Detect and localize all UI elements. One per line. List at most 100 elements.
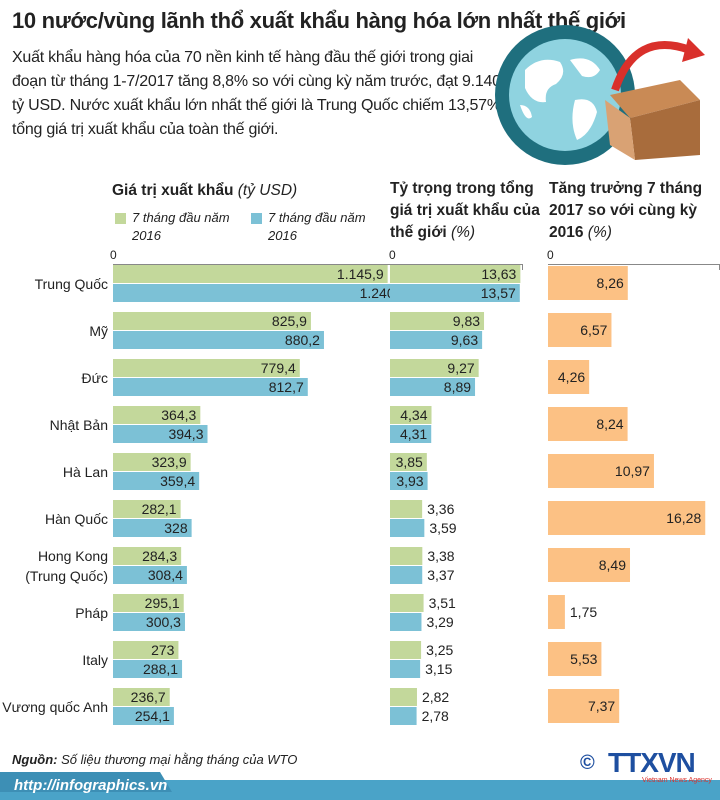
bar (113, 613, 185, 631)
bar-value-label: 308,4 (148, 567, 183, 583)
intro-text: Xuất khẩu hàng hóa của 70 nền kinh tế hà… (12, 49, 501, 138)
bar (390, 359, 479, 377)
website-link[interactable]: http://infographics.vn (14, 777, 168, 794)
bar-value-label: 8,89 (444, 379, 471, 395)
category-label: Hong Kong (38, 548, 108, 564)
bar-value-label: 282,1 (142, 501, 177, 517)
bar-value-label: 236,7 (131, 689, 166, 705)
bar (113, 519, 192, 537)
bar (390, 331, 483, 349)
bar (113, 425, 208, 443)
bar (390, 707, 417, 725)
legend-swatch-green (115, 213, 126, 224)
bar-value-label: 328 (164, 520, 188, 536)
share-axis-zero: 0 (389, 248, 396, 262)
bar (390, 425, 432, 443)
bar-value-label: 4,34 (400, 407, 427, 423)
bar-value-label: 254,1 (135, 708, 170, 724)
category-label: (Trung Quốc) (25, 568, 108, 584)
bar-value-label: 8,49 (599, 557, 626, 573)
bar (390, 284, 520, 302)
bar-value-label: 880,2 (285, 332, 320, 348)
category-label: Trung Quốc (35, 276, 108, 292)
bar-value-label: 779,4 (261, 360, 296, 376)
bar (390, 378, 476, 396)
bar (390, 406, 432, 424)
bar (390, 519, 425, 537)
copyright-icon: © (580, 752, 595, 774)
category-label: Hà Lan (63, 464, 108, 480)
bar-value-label: 3,51 (429, 595, 456, 611)
bar-value-label: 359,4 (160, 473, 195, 489)
bar-value-label: 1.145,9 (337, 266, 384, 282)
bar-value-label: 284,3 (142, 548, 177, 564)
bar (390, 500, 423, 518)
bar-value-label: 812,7 (269, 379, 304, 395)
bar-value-label: 13,63 (481, 266, 516, 282)
growth-axis-zero: 0 (547, 248, 554, 262)
bar-value-label: 3,38 (427, 548, 454, 564)
bar-value-label: 13,57 (481, 285, 516, 301)
bar (390, 641, 422, 659)
bar (113, 453, 191, 471)
bar (113, 660, 183, 678)
bar-value-label: 3,29 (426, 614, 453, 630)
category-label: Vương quốc Anh (2, 699, 108, 715)
bar (548, 642, 602, 676)
bar-value-label: 825,9 (272, 313, 307, 329)
category-label: Hàn Quốc (45, 511, 108, 527)
bar-value-label: 3,15 (425, 661, 452, 677)
bar-value-label: 1,75 (570, 604, 597, 620)
bar-value-label: 10,97 (615, 463, 650, 479)
value-axis-zero: 0 (110, 248, 117, 262)
bar-charts: Trung Quốc Mỹ Đức Nhật Bản Hà Lan Hàn Quốc Hon… (2, 265, 706, 725)
bar (113, 284, 411, 302)
category-label: Mỹ (89, 323, 108, 339)
legend-swatch-blue (251, 213, 262, 224)
legend-label-2: 7 tháng đầu năm 2016 (268, 210, 366, 243)
bar (113, 312, 311, 330)
bar-value-label: 288,1 (143, 661, 178, 677)
bar-value-label: 3,85 (396, 454, 423, 470)
footer-band (0, 772, 720, 800)
bar (548, 360, 590, 394)
box-icon (610, 80, 700, 118)
bar (390, 547, 423, 565)
bar (390, 453, 427, 471)
share-panel-title: Tỷ trọng trong tổng giá trị xuất khẩu củ… (390, 180, 540, 241)
bar (113, 688, 170, 706)
bar (113, 707, 174, 725)
bar (113, 359, 300, 377)
bar-value-label: 300,3 (146, 614, 181, 630)
category-label: Đức (82, 370, 108, 386)
bar (390, 594, 424, 612)
bar (548, 689, 620, 723)
bar (548, 548, 631, 582)
bar (390, 312, 485, 330)
bar-value-label: 5,53 (570, 651, 597, 667)
source-note: Nguồn: Số liệu thương mại hằng tháng của… (12, 752, 298, 767)
bar (113, 594, 184, 612)
value-panel-title: Giá trị xuất khẩu (tỷ USD) (112, 182, 298, 199)
bar (113, 566, 187, 584)
bar-value-label: 8,26 (597, 275, 624, 291)
bar-value-label: 4,31 (400, 426, 427, 442)
bar (548, 266, 628, 300)
bar-value-label: 2,78 (422, 708, 449, 724)
category-label: Italy (82, 652, 108, 668)
growth-panel-title: Tăng trưởng 7 tháng 2017 so với cùng kỳ … (549, 180, 703, 241)
bar (113, 547, 182, 565)
bar-value-label: 9,63 (451, 332, 478, 348)
bar-value-label: 7,37 (588, 698, 615, 714)
bar (113, 265, 388, 283)
bar (548, 313, 612, 347)
bar-value-label: 3,25 (426, 642, 453, 658)
bar (390, 660, 421, 678)
bar-value-label: 6,57 (580, 322, 607, 338)
bar-value-label: 3,93 (396, 473, 423, 489)
bar-value-label: 394,3 (168, 426, 203, 442)
globe-box-illustration (495, 25, 705, 165)
bar-value-label: 4,26 (558, 369, 585, 385)
bar (113, 406, 201, 424)
